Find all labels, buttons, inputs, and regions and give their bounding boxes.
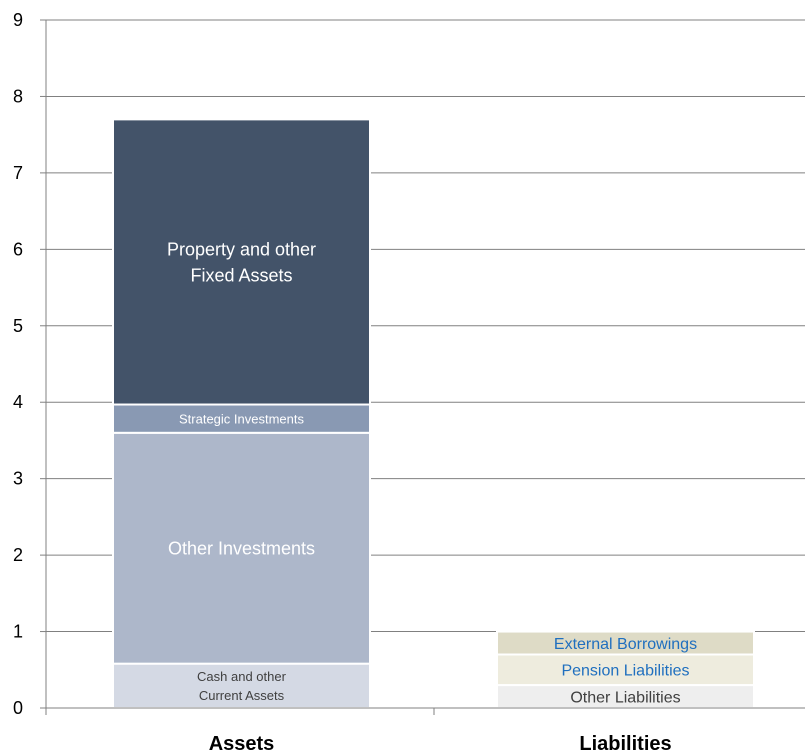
y-tick-label: 9 — [13, 10, 23, 30]
segment-label: Cash and other — [197, 669, 287, 684]
segment-label: Other Investments — [168, 539, 315, 559]
y-tick-label: 8 — [13, 86, 23, 106]
x-category-label: Liabilities — [579, 733, 671, 753]
bar-segment — [112, 431, 371, 665]
segment-label: Strategic Investments — [179, 411, 304, 426]
bar-segment — [112, 118, 371, 406]
segment-label: Current Assets — [199, 688, 285, 703]
y-tick-label: 2 — [13, 545, 23, 565]
y-tick-label: 0 — [13, 698, 23, 718]
y-tick-label: 1 — [13, 622, 23, 642]
bars: Cash and other Current Assets Other Invest… — [112, 118, 755, 710]
x-category-label: Assets — [209, 733, 275, 753]
y-tick-label: 3 — [13, 469, 23, 489]
y-tick-label: 6 — [13, 239, 23, 259]
segment-label: Other Liabilities — [570, 689, 680, 706]
bar-segment — [496, 630, 755, 656]
axes: 0 1 2 3 4 5 6 7 8 9 Assets Liabilities — [13, 10, 805, 753]
y-tick-label: 5 — [13, 316, 23, 336]
y-tick-label: 4 — [13, 392, 23, 412]
y-tick-label: 7 — [13, 163, 23, 183]
segment-label: External Borrowings — [554, 636, 697, 653]
segment-label: Fixed Assets — [190, 265, 292, 285]
segment-label: Pension Liabilities — [561, 663, 689, 680]
segment-label: Property and other — [167, 239, 316, 259]
